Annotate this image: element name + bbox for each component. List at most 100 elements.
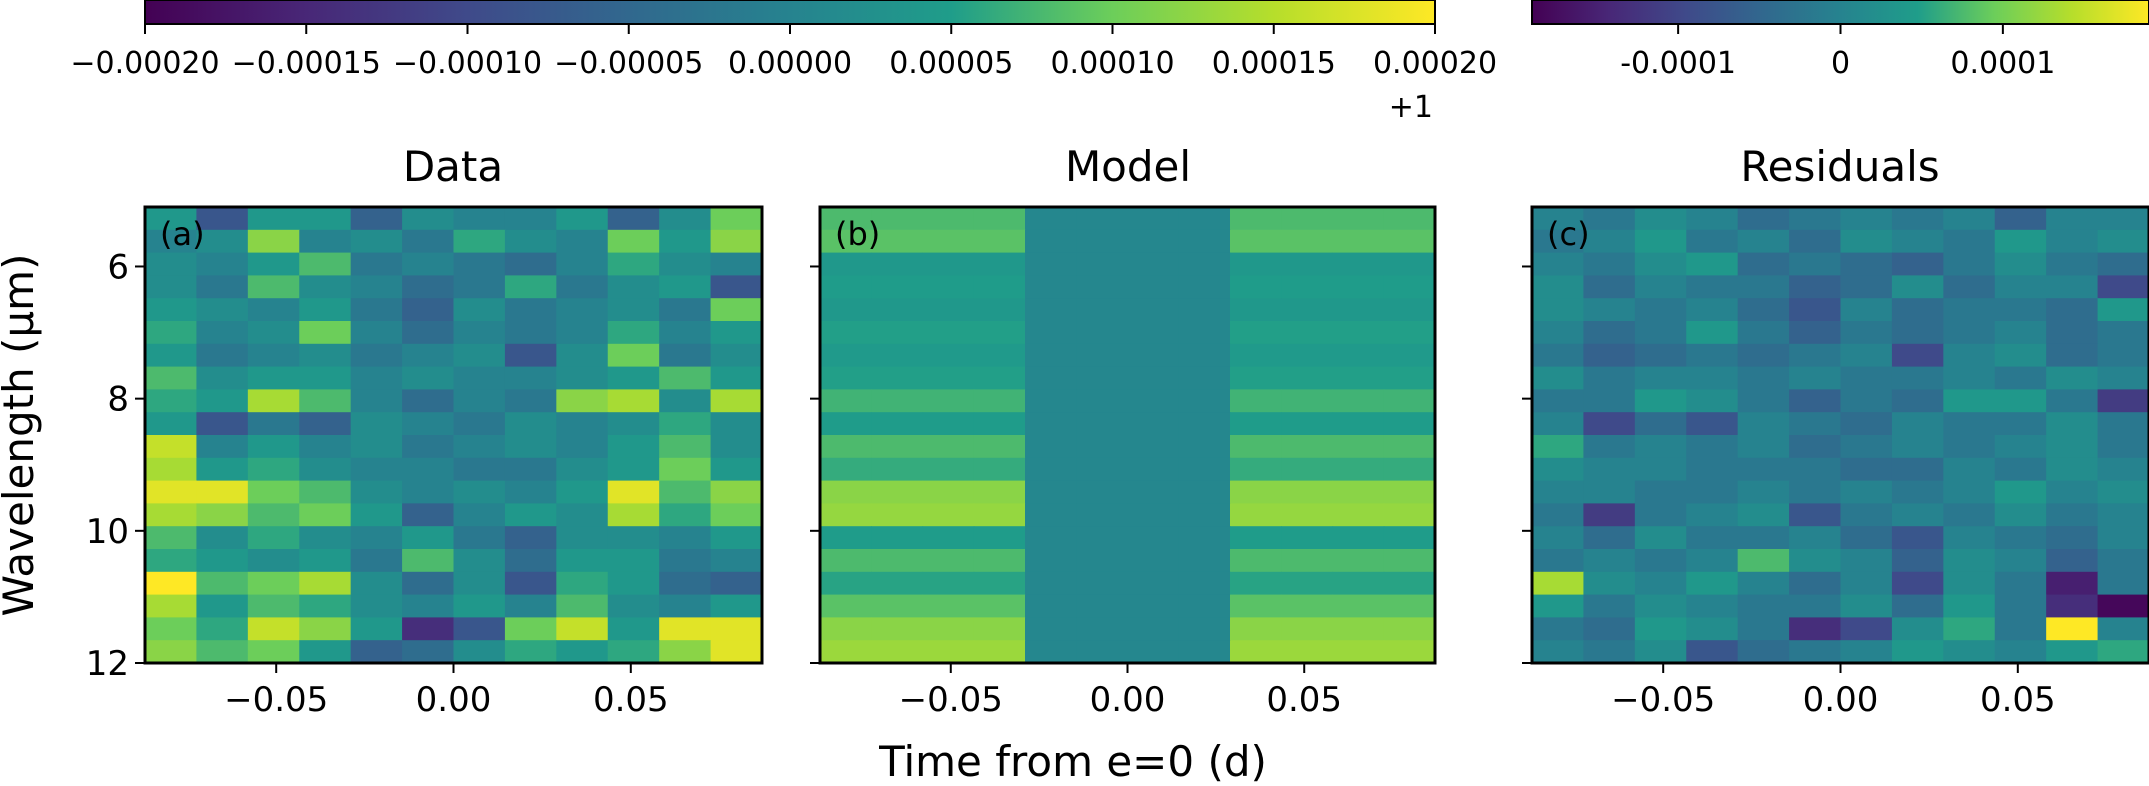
heatmap-cell	[1994, 457, 2047, 482]
heatmap-cell	[2046, 435, 2099, 459]
heatmap-cell	[1178, 526, 1231, 550]
heatmap-cell	[1383, 412, 1436, 436]
heatmap-cell	[1025, 480, 1077, 504]
heatmap-cell	[1891, 207, 1944, 231]
heatmap-cell	[1943, 503, 1996, 527]
heatmap-cell	[196, 252, 249, 276]
heatmap-cell	[2097, 435, 2149, 459]
heatmap-cell	[1943, 571, 1996, 596]
heatmap-cell	[1532, 503, 1585, 527]
heatmap-cell	[871, 389, 924, 413]
heatmap-cell	[871, 321, 924, 345]
heatmap-cell	[1840, 526, 1893, 550]
heatmap-cell	[1891, 435, 1944, 459]
heatmap-cell	[1840, 549, 1893, 573]
heatmap-cell	[556, 617, 609, 641]
heatmap-cell	[145, 435, 198, 459]
heatmap-cell	[1127, 594, 1180, 618]
heatmap-cell	[1994, 480, 2047, 504]
heatmap-cell	[973, 412, 1026, 436]
heatmap-cell	[350, 594, 403, 618]
heatmap-cell	[973, 526, 1026, 550]
heatmap-cell	[556, 229, 609, 254]
heatmap-cell	[2046, 366, 2099, 390]
heatmap-cell	[1532, 594, 1585, 618]
heatmap-cell	[504, 480, 557, 504]
heatmap-cell	[820, 549, 872, 573]
heatmap-cell	[2097, 366, 2149, 390]
heatmap-cell	[1332, 275, 1385, 299]
heatmap-cell	[1891, 503, 1944, 527]
heatmap-cell	[820, 480, 872, 504]
heatmap-cell	[1634, 366, 1687, 390]
heatmap-cell	[196, 571, 249, 596]
heatmap-cell	[607, 207, 660, 231]
colorbar-tick-label: 0.00005	[889, 46, 1013, 81]
heatmap-cell	[145, 571, 198, 596]
heatmap-cell	[504, 389, 557, 413]
heatmap-cell	[607, 480, 660, 504]
heatmap-cell	[1332, 412, 1385, 436]
heatmap-cell	[710, 480, 763, 504]
heatmap-cell	[299, 617, 352, 641]
heatmap-cell	[1178, 480, 1231, 504]
heatmap-cell	[1840, 640, 1893, 664]
heatmap-cell	[1230, 229, 1282, 254]
heatmap-cell	[973, 321, 1026, 345]
heatmap-cell	[145, 343, 198, 368]
heatmap-cell	[1281, 412, 1334, 436]
heatmap-cell	[871, 252, 924, 276]
heatmap-cell	[145, 549, 198, 573]
heatmap-cell	[1789, 389, 1842, 413]
heatmap-cell	[1891, 389, 1944, 413]
heatmap-cell	[402, 298, 455, 322]
heatmap-cell	[1178, 412, 1231, 436]
heatmap-cell	[922, 229, 975, 254]
heatmap-cell	[1840, 412, 1893, 436]
heatmap-cell	[1943, 480, 1996, 504]
heatmap-cell	[659, 457, 712, 482]
heatmap-cell	[402, 617, 455, 641]
heatmap-cell	[1383, 594, 1436, 618]
heatmap-cell	[1686, 321, 1739, 345]
heatmap-cell	[196, 435, 249, 459]
heatmap-cell	[1840, 594, 1893, 618]
heatmap-cell	[710, 594, 763, 618]
heatmap-cell	[453, 617, 506, 641]
heatmap-cell	[350, 435, 403, 459]
heatmap-cell	[1332, 207, 1385, 231]
heatmap-cell	[710, 252, 763, 276]
heatmap-cell	[196, 229, 249, 254]
heatmap-cell	[556, 549, 609, 573]
heatmap-cell	[1943, 275, 1996, 299]
heatmap-cell	[1281, 207, 1334, 231]
heatmap-cell	[871, 571, 924, 596]
x-tick-label: −0.05	[1611, 680, 1715, 720]
heatmap-cell	[1025, 503, 1077, 527]
heatmap-cell	[1332, 526, 1385, 550]
heatmap-cell	[1178, 366, 1231, 390]
heatmap-cell	[247, 503, 300, 527]
heatmap-cell	[922, 549, 975, 573]
heatmap-cell	[1789, 343, 1842, 368]
heatmap-cell	[659, 503, 712, 527]
heatmap-cell	[556, 366, 609, 390]
colorbar-tick-label: −0.00015	[232, 46, 381, 81]
heatmap-cell	[710, 435, 763, 459]
heatmap-cell	[973, 275, 1026, 299]
heatmap-cell	[1127, 549, 1180, 573]
heatmap-cell	[504, 571, 557, 596]
heatmap-cell	[1383, 571, 1436, 596]
heatmap-cell	[299, 549, 352, 573]
heatmap-cell	[1281, 343, 1334, 368]
heatmap-cell	[1994, 594, 2047, 618]
heatmap-cell	[1076, 617, 1129, 641]
heatmap-cell	[1634, 640, 1687, 664]
heatmap-cell	[659, 526, 712, 550]
heatmap-cell	[820, 229, 872, 254]
heatmap-cell	[1076, 229, 1129, 254]
heatmap-cell	[145, 207, 198, 231]
heatmap-cell	[1840, 389, 1893, 413]
heatmap-cell	[145, 640, 198, 664]
heatmap-cell	[1583, 207, 1636, 231]
